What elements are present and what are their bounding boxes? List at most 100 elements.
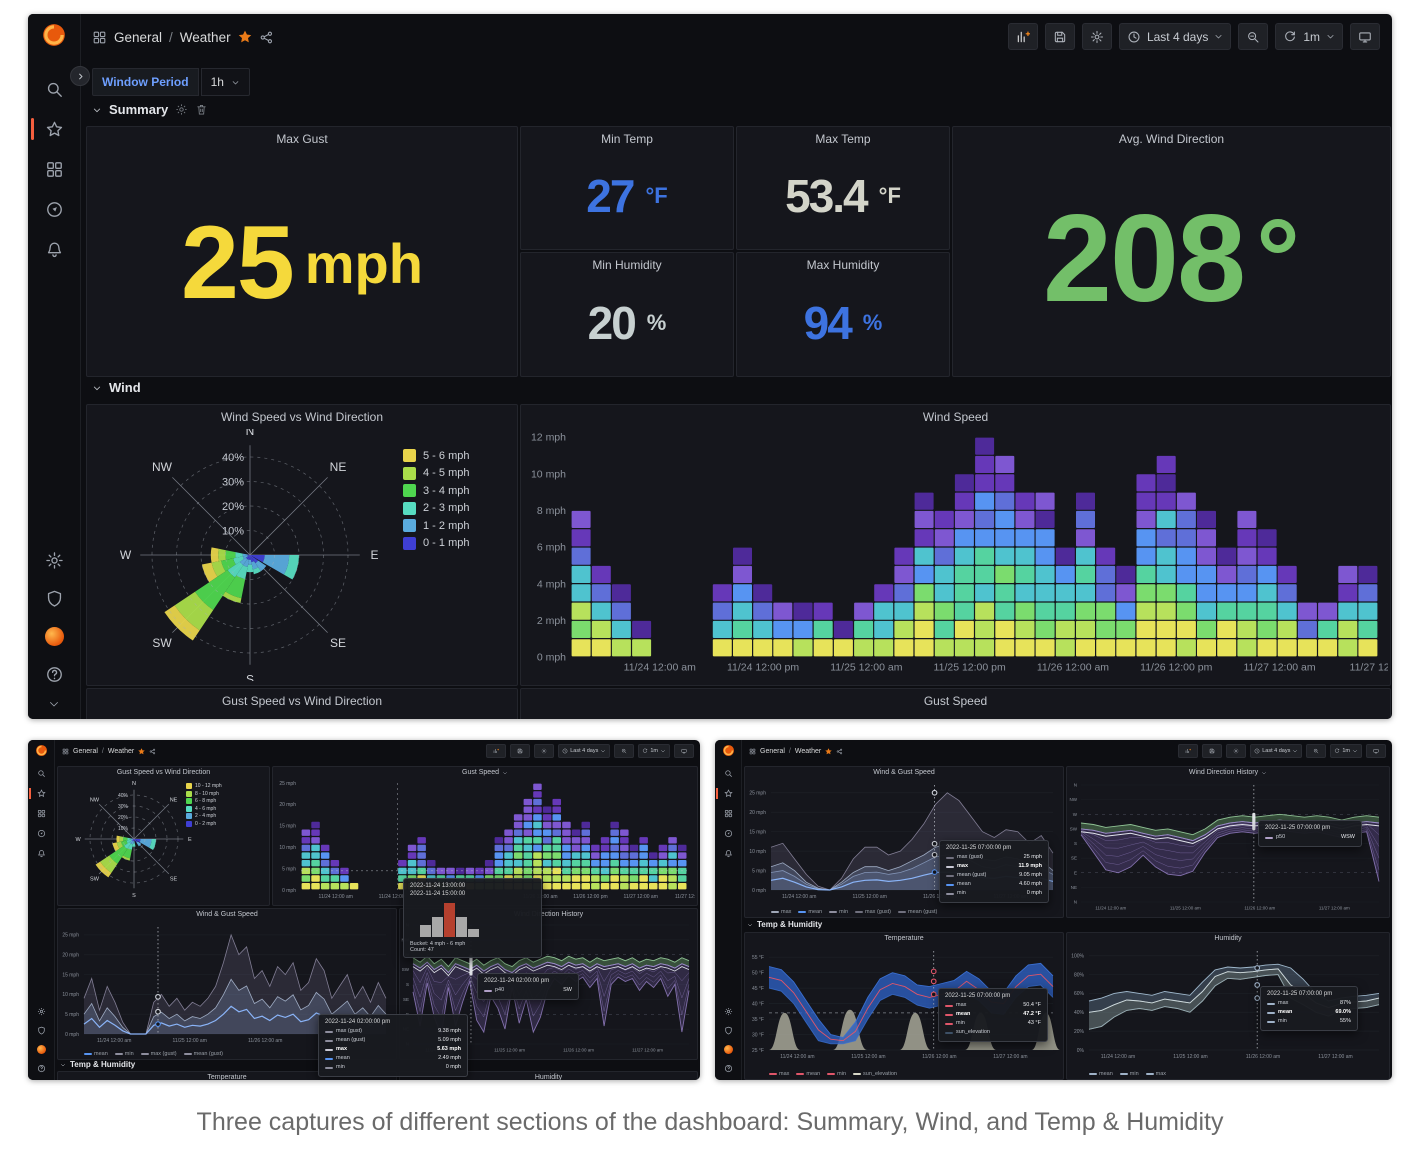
time-range-picker[interactable]: Last 4 days — [1118, 23, 1232, 50]
legend-item[interactable]: 0 - 1 mph — [403, 536, 469, 550]
section-wind[interactable]: Wind — [92, 380, 141, 395]
legend-item[interactable]: 3 - 4 mph — [403, 484, 469, 497]
sidebar-explore[interactable] — [33, 827, 49, 840]
wind-gust-chart[interactable]: 0 mph 5 mph 10 mph 15 mph 20 mph 25 mph 11/24 … — [58, 921, 394, 1047]
add-panel-button[interactable] — [1007, 23, 1038, 50]
refresh-button[interactable]: 1m — [638, 744, 670, 758]
sidebar-starred[interactable] — [29, 787, 49, 800]
breadcrumb-page[interactable]: Weather — [179, 29, 231, 45]
wind-rose-legend[interactable]: 5 - 6 mph 4 - 5 mph 3 - 4 mph 2 - 3 mph 1 - … — [403, 449, 469, 550]
legend-item[interactable]: mean — [796, 1071, 820, 1077]
section-settings-icon[interactable] — [175, 103, 188, 116]
section-summary[interactable]: Summary — [92, 102, 208, 117]
share-icon[interactable] — [259, 30, 274, 45]
legend-item[interactable]: 1 - 2 mph — [403, 519, 469, 532]
sidebar-settings[interactable] — [33, 1005, 49, 1018]
sidebar-help[interactable] — [37, 659, 71, 689]
settings-button[interactable] — [1226, 744, 1247, 758]
section-temp-humidity[interactable]: Temp & Humidity — [747, 920, 822, 929]
breadcrumb[interactable]: General / Weather — [749, 740, 843, 762]
legend-item[interactable]: 6 - 8 mph — [186, 798, 222, 804]
favorite-star-icon[interactable] — [238, 30, 252, 44]
share-icon[interactable] — [149, 748, 156, 755]
chart-legend[interactable]: max mean min sun_elevation — [769, 1071, 897, 1077]
panel-title[interactable]: Wind Speed vs Wind Direction — [220, 410, 384, 424]
wind-rose-chart[interactable]: 10% 20% 30% 40% N NE E SE S SW W NW — [87, 429, 517, 681]
sidebar-admin[interactable] — [720, 1024, 736, 1037]
sidebar-dashboards[interactable] — [33, 807, 49, 820]
wind-speed-heatmap-chart[interactable]: 0 mph 2 mph 4 mph 6 mph 8 mph 10 mph 12 mph 11/… — [521, 429, 1388, 683]
gust-rose-chart[interactable]: 10% 20% 30% 40%N NE E SE S SW W NW — [58, 779, 267, 903]
legend-item[interactable]: mean (gust) — [183, 1051, 223, 1057]
sidebar-explore[interactable] — [720, 827, 736, 840]
sidebar-explore[interactable] — [37, 194, 71, 224]
panel-title[interactable]: Wind Speed — [922, 410, 989, 424]
legend-item[interactable]: min — [1119, 1071, 1139, 1077]
wind-direction-chart[interactable]: N NW W SW S SE E NE N 11/24 12:00 am 11/25 12:00 a… — [1067, 779, 1387, 915]
sidebar-starred[interactable] — [716, 787, 736, 800]
panel-title[interactable]: Max Gust — [276, 132, 328, 146]
panel-title[interactable]: Gust Speed — [923, 694, 988, 708]
gust-heatmap-chart[interactable]: 0 mph 5 mph 10 mph 15 mph 20 mph 25 mph 11/24 … — [273, 779, 695, 903]
legend-item[interactable]: mean — [84, 1051, 108, 1057]
legend-item[interactable]: 4 - 5 mph — [403, 466, 469, 480]
sidebar-help[interactable] — [720, 1062, 736, 1075]
gust-rose-legend[interactable]: 10 - 12 mph 8 - 10 mph 6 - 8 mph 4 - 6 mph 2… — [186, 783, 222, 827]
avatar[interactable] — [37, 621, 71, 651]
legend-item[interactable]: max — [1145, 1071, 1166, 1077]
legend-item[interactable]: max — [771, 909, 791, 915]
legend-item[interactable]: mean — [1089, 1071, 1113, 1077]
sidebar-expand-button[interactable] — [70, 66, 90, 86]
breadcrumb-section[interactable]: General — [114, 29, 163, 45]
panel-title[interactable]: Temperature — [207, 1074, 247, 1080]
save-button[interactable] — [1044, 23, 1075, 50]
sidebar-search[interactable] — [37, 74, 71, 104]
dashboard-settings-button[interactable] — [1081, 23, 1112, 50]
legend-item[interactable]: sun_elevation — [853, 1071, 897, 1077]
panel-title[interactable]: Min Temp — [601, 132, 653, 146]
tv-mode-button[interactable] — [1350, 23, 1380, 50]
grafana-logo[interactable] — [722, 744, 735, 757]
sidebar-settings[interactable] — [37, 545, 71, 575]
zoom-out-button[interactable] — [1238, 23, 1269, 50]
variable-window-period[interactable]: Window Period 1h — [92, 68, 250, 96]
add-panel-button[interactable] — [1178, 744, 1199, 758]
breadcrumb[interactable]: General / Weather — [92, 14, 274, 60]
panel-title[interactable]: Min Humidity — [592, 258, 662, 272]
panel-title[interactable]: Gust Speed vs Wind Direction — [221, 694, 383, 708]
legend-item[interactable]: max (gust) — [855, 909, 891, 915]
zoom-out-button[interactable] — [614, 744, 635, 758]
legend-item[interactable]: 10 - 12 mph — [186, 783, 222, 789]
panel-title[interactable]: Temperature — [884, 935, 924, 942]
grafana-logo[interactable] — [35, 744, 48, 757]
sidebar-alerting[interactable] — [37, 234, 71, 264]
section-temp-humidity[interactable]: Temp & Humidity — [60, 1060, 135, 1069]
legend-item[interactable]: 2 - 4 mph — [186, 813, 222, 819]
panel-title[interactable]: Humidity — [534, 1074, 563, 1080]
avatar[interactable] — [33, 1043, 49, 1056]
sidebar-alerting[interactable] — [720, 847, 736, 860]
legend-item[interactable]: min — [114, 1051, 134, 1057]
legend-item[interactable]: 8 - 10 mph — [186, 790, 222, 797]
legend-item[interactable]: 2 - 3 mph — [403, 501, 469, 515]
legend-item[interactable]: mean — [798, 909, 822, 915]
panel-title[interactable]: Wind Direction History — [513, 911, 584, 918]
legend-item[interactable]: 0 - 2 mph — [186, 820, 222, 827]
legend-item[interactable]: 5 - 6 mph — [403, 449, 469, 462]
zoom-out-button[interactable] — [1306, 744, 1327, 758]
chevron-down-icon[interactable] — [37, 697, 71, 711]
refresh-button[interactable]: 1m — [1275, 23, 1343, 50]
add-panel-button[interactable] — [486, 744, 507, 758]
chart-legend[interactable]: mean min max — [1089, 1071, 1166, 1077]
sidebar-search[interactable] — [33, 767, 49, 780]
chart-legend[interactable]: max mean min max (gust) mean (gust) — [771, 909, 937, 915]
save-button[interactable] — [1202, 744, 1223, 758]
legend-item[interactable]: min — [827, 1071, 846, 1077]
sidebar-settings[interactable] — [720, 1005, 736, 1018]
sidebar-admin[interactable] — [33, 1024, 49, 1037]
time-range-picker[interactable]: Last 4 days — [1250, 744, 1303, 758]
tv-mode-button[interactable] — [1366, 744, 1386, 758]
tv-mode-button[interactable] — [674, 744, 694, 758]
sidebar-dashboards[interactable] — [720, 807, 736, 820]
legend-item[interactable]: min — [829, 909, 848, 915]
